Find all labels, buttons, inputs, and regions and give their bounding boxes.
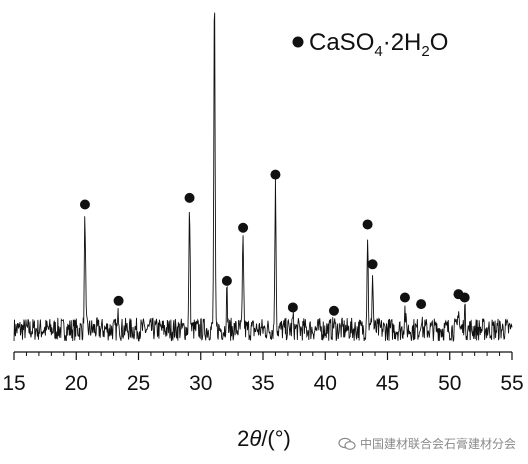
x-tick-label: 35 bbox=[251, 372, 274, 395]
peak-marker bbox=[367, 259, 378, 270]
watermark-text: 中国建材联合会石膏建材分会 bbox=[359, 437, 516, 451]
plot-area bbox=[13, 12, 513, 343]
x-tick-label: 50 bbox=[438, 372, 461, 395]
watermark: 中国建材联合会石膏建材分会 bbox=[338, 435, 516, 452]
peak-marker bbox=[416, 299, 427, 310]
legend-marker bbox=[292, 36, 304, 48]
peak-marker bbox=[287, 302, 298, 313]
peak-marker bbox=[270, 169, 281, 180]
peak-marker bbox=[238, 222, 249, 233]
peak-marker bbox=[459, 292, 470, 303]
peak-marker bbox=[328, 305, 339, 316]
peak-marker bbox=[362, 219, 373, 230]
x-tick-label: 45 bbox=[376, 372, 399, 395]
legend: CaSO4·2H2O bbox=[292, 29, 448, 60]
x-axis: 15 20 25 30 35 40 45 50 55 bbox=[2, 351, 524, 395]
x-axis-label: 2θ/(°) bbox=[237, 426, 291, 451]
peak-marker bbox=[184, 192, 195, 203]
peak-marker bbox=[399, 292, 410, 303]
series-line bbox=[13, 12, 513, 343]
peak-marker bbox=[221, 275, 232, 286]
x-tick-label: 55 bbox=[500, 372, 523, 395]
x-tick-label: 20 bbox=[65, 372, 88, 395]
x-tick-label: 40 bbox=[314, 372, 337, 395]
x-tick-label: 15 bbox=[2, 372, 25, 395]
x-tick-label: 25 bbox=[127, 372, 150, 395]
wechat-icon bbox=[338, 437, 356, 450]
peak-marker bbox=[79, 199, 90, 210]
peak-markers bbox=[79, 169, 470, 316]
x-tick-label: 30 bbox=[189, 372, 212, 395]
peak-marker bbox=[113, 295, 124, 306]
legend-label: CaSO4·2H2O bbox=[309, 29, 448, 60]
